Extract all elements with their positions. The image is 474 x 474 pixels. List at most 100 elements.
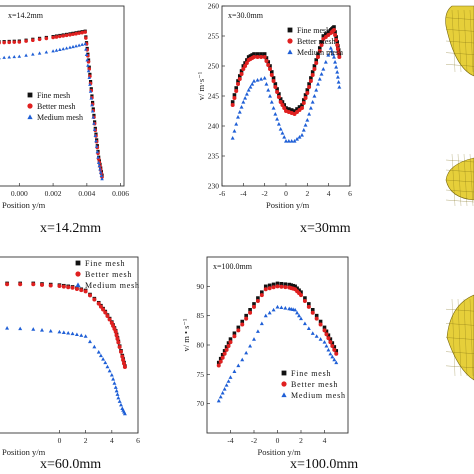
data-point-better-mesh — [332, 28, 336, 32]
data-point-medium-mesh — [66, 330, 71, 335]
data-point-better-mesh — [228, 340, 233, 345]
data-point-better-mesh — [330, 343, 335, 348]
data-point-better-mesh — [308, 79, 313, 83]
data-point-fine-mesh — [330, 341, 335, 345]
legend-label: Medium mesh — [85, 281, 140, 290]
data-point-medium-mesh — [308, 106, 313, 110]
data-point-better-mesh — [267, 286, 272, 291]
data-point-medium-mesh — [86, 63, 90, 67]
data-point-medium-mesh — [117, 399, 122, 403]
data-point-medium-mesh — [74, 332, 79, 337]
data-point-better-mesh — [5, 282, 10, 287]
data-point-fine-mesh — [310, 70, 315, 74]
data-point-medium-mesh — [252, 337, 256, 341]
data-point-fine-mesh — [252, 302, 256, 306]
data-point-better-mesh — [79, 288, 84, 293]
data-point-medium-mesh — [93, 133, 98, 138]
data-point-medium-mesh — [218, 394, 223, 399]
y-tick-label: 250 — [208, 62, 220, 71]
data-point-medium-mesh — [282, 135, 287, 139]
data-point-better-mesh — [310, 310, 315, 315]
data-point-fine-mesh — [326, 333, 331, 338]
data-point-better-mesh — [66, 285, 71, 290]
data-point-better-mesh — [115, 336, 120, 341]
data-point-medium-mesh — [330, 354, 335, 359]
data-point-medium-mesh — [116, 395, 121, 400]
data-point-medium-mesh — [40, 328, 44, 332]
data-point-medium-mesh — [262, 76, 267, 80]
x-tick-label: 0 — [276, 436, 280, 445]
data-point-better-mesh — [332, 347, 337, 352]
x-tick-label: -2 — [262, 189, 268, 198]
data-point-better-mesh — [252, 55, 256, 59]
data-point-better-mesh — [51, 35, 55, 40]
data-point-medium-mesh — [17, 54, 22, 58]
data-point-fine-mesh — [267, 283, 272, 288]
data-point-fine-mesh — [232, 331, 237, 336]
data-point-fine-mesh — [222, 349, 227, 353]
legend-marker-fine-mesh — [27, 92, 33, 98]
data-point-medium-mesh — [24, 53, 28, 57]
x-tick-label: 0.004 — [78, 189, 95, 198]
data-point-better-mesh — [54, 35, 59, 39]
data-point-better-mesh — [232, 96, 237, 100]
data-point-medium-mesh — [232, 129, 237, 133]
data-point-better-mesh — [88, 293, 92, 298]
data-point-medium-mesh — [283, 306, 288, 310]
data-point-better-mesh — [326, 336, 331, 341]
data-point-better-mesh — [322, 328, 327, 333]
data-point-medium-mesh — [295, 137, 300, 141]
data-point-medium-mesh — [99, 173, 104, 177]
data-point-fine-mesh — [226, 341, 231, 345]
series-layer — [0, 29, 104, 181]
x-tick-label: 4 — [327, 189, 331, 198]
data-point-medium-mesh — [111, 377, 116, 381]
data-point-better-mesh — [243, 64, 248, 68]
data-point-better-mesh — [12, 40, 17, 44]
data-point-medium-mesh — [0, 57, 1, 60]
data-point-better-mesh — [306, 304, 311, 309]
data-point-fine-mesh — [230, 100, 235, 104]
data-point-fine-mesh — [297, 288, 301, 293]
data-point-better-mesh — [239, 72, 244, 76]
legend-label: Fine mesh — [291, 369, 331, 378]
data-point-better-mesh — [333, 33, 338, 37]
data-point-better-mesh — [114, 333, 119, 338]
legend-marker-better-mesh — [75, 271, 81, 277]
data-point-better-mesh — [303, 96, 308, 100]
data-point-medium-mesh — [314, 334, 319, 338]
panel-annotation: x=100.0mm — [213, 262, 253, 271]
data-point-medium-mesh — [44, 50, 49, 54]
data-point-fine-mesh — [256, 296, 260, 300]
legend: Fine mesh Better mesh Medium mesh — [281, 369, 345, 400]
data-point-fine-mesh — [301, 98, 306, 102]
data-point-fine-mesh — [90, 94, 94, 98]
data-point-better-mesh — [337, 55, 342, 59]
y-tick-label: 255 — [208, 32, 220, 41]
data-point-medium-mesh — [243, 96, 248, 100]
data-point-better-mesh — [37, 37, 42, 42]
data-point-medium-mesh — [96, 160, 101, 165]
y-tick-label: 80 — [197, 341, 205, 350]
data-point-fine-mesh — [275, 281, 280, 286]
data-point-fine-mesh — [224, 345, 229, 349]
x-tick-label: 0.002 — [45, 189, 62, 198]
legend-marker-fine-mesh — [287, 27, 293, 33]
data-point-better-mesh — [58, 34, 62, 39]
data-point-medium-mesh — [303, 123, 308, 127]
data-point-medium-mesh — [286, 139, 291, 143]
data-point-better-mesh — [80, 30, 84, 35]
data-point-fine-mesh — [314, 313, 319, 318]
data-point-better-mesh — [68, 33, 72, 37]
data-point-fine-mesh — [334, 35, 338, 39]
data-point-medium-mesh — [324, 343, 329, 348]
data-point-medium-mesh — [317, 77, 322, 81]
data-point-better-mesh — [48, 283, 53, 288]
data-point-medium-mesh — [18, 326, 23, 331]
data-point-medium-mesh — [92, 127, 97, 131]
data-point-medium-mesh — [302, 321, 307, 326]
data-point-fine-mesh — [295, 286, 299, 291]
data-point-better-mesh — [83, 289, 88, 294]
data-point-medium-mesh — [68, 45, 72, 49]
data-point-better-mesh — [77, 31, 81, 35]
